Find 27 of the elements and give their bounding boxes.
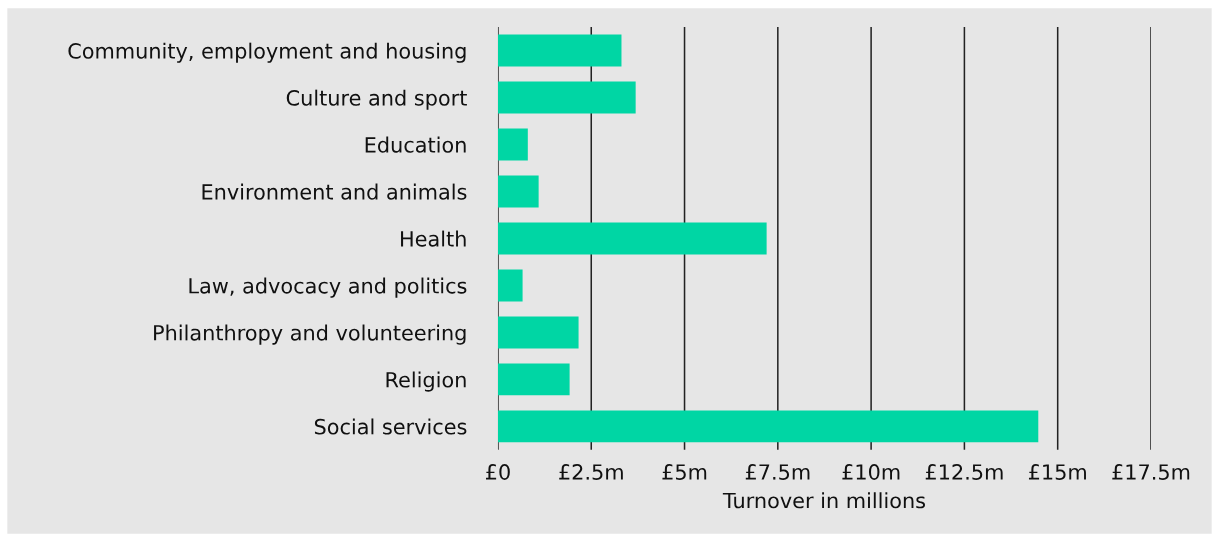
bar xyxy=(497,81,636,114)
bar xyxy=(497,316,579,349)
y-tick-label: Health xyxy=(401,230,466,247)
bar xyxy=(497,34,622,67)
y-tick-label: Environment and animals xyxy=(202,183,467,200)
bar xyxy=(497,269,523,302)
x-tick-label: £10m xyxy=(842,464,900,480)
y-tick-label: Religion xyxy=(386,371,466,392)
x-tick-label: £7.5m xyxy=(745,464,810,480)
y-tick-label: Philanthropy and volunteering xyxy=(154,324,466,345)
bar xyxy=(497,363,570,396)
bar xyxy=(497,222,767,255)
x-tick-label: £17.5m xyxy=(1112,464,1190,480)
x-tick-label: £15m xyxy=(1028,464,1086,480)
x-tick-label: £5m xyxy=(662,464,707,480)
y-tick-label: Social services xyxy=(314,418,467,435)
x-tick-label: £12.5m xyxy=(925,464,1003,480)
y-tick-label: Community, employment and housing xyxy=(68,42,466,63)
x-tick-label: £0 xyxy=(486,464,510,480)
y-tick-label: Law, advocacy and politics xyxy=(189,277,467,298)
bar xyxy=(497,128,528,161)
y-tick-label: Education xyxy=(365,136,466,153)
bar xyxy=(497,175,539,208)
bar xyxy=(497,410,1039,443)
x-axis-title: Turnover in millions xyxy=(722,492,926,509)
x-tick-label: £2.5m xyxy=(559,464,623,480)
y-tick-label: Culture and sport xyxy=(286,89,467,110)
